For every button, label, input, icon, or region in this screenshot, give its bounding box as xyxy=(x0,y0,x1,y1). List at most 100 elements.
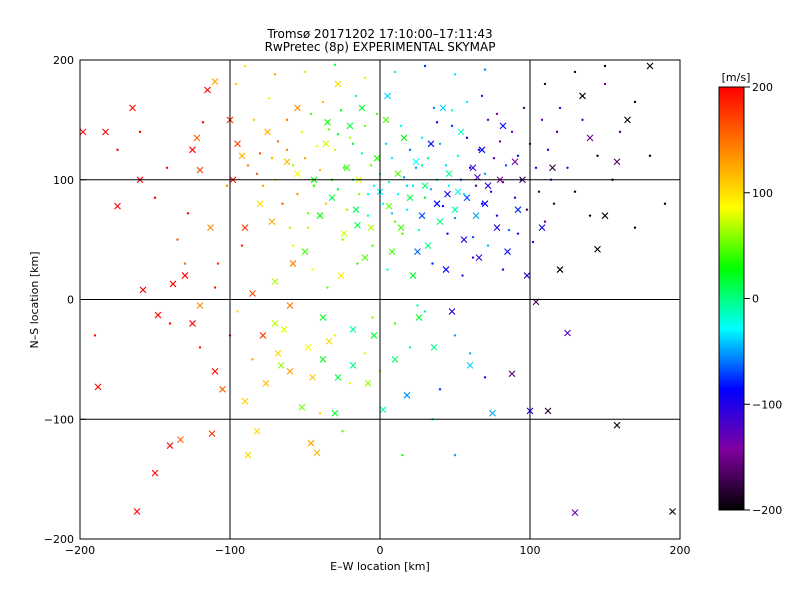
data-point-dot xyxy=(306,226,310,229)
data-point-cross xyxy=(346,122,354,130)
data-point-cross xyxy=(409,272,417,279)
data-point-dot xyxy=(516,232,520,235)
data-point-dot xyxy=(423,196,427,199)
data-point-cross xyxy=(262,379,270,387)
data-point-dot xyxy=(573,70,577,74)
data-point-dot xyxy=(288,226,292,229)
data-point-dot xyxy=(423,64,427,68)
data-point-dot xyxy=(408,346,412,349)
data-point-cross xyxy=(196,166,204,174)
colorbar xyxy=(718,86,745,511)
data-point-dot xyxy=(423,310,427,313)
data-point-dot xyxy=(348,136,352,140)
data-point-dot xyxy=(447,184,451,187)
data-point-dot xyxy=(176,238,179,241)
data-point-dot xyxy=(234,82,238,86)
data-point-dot xyxy=(417,228,421,232)
data-point-dot xyxy=(581,118,584,122)
data-point-cross xyxy=(384,92,391,100)
data-point-cross xyxy=(211,78,219,85)
data-point-cross xyxy=(277,361,285,369)
data-point-dot xyxy=(321,100,325,104)
data-point-dot xyxy=(471,256,475,259)
data-point-cross xyxy=(316,212,324,220)
data-point-dot xyxy=(399,124,403,128)
data-point-cross xyxy=(388,248,396,255)
data-point-dot xyxy=(420,136,424,140)
data-point-cross xyxy=(319,314,327,321)
data-point-cross xyxy=(324,118,331,126)
data-point-dot xyxy=(480,94,484,98)
data-point-dot xyxy=(498,140,502,143)
data-point-dot xyxy=(465,136,469,140)
data-point-dot xyxy=(341,430,344,433)
data-point-cross xyxy=(397,224,405,232)
data-point-cross xyxy=(394,170,402,178)
y-tick-label: −200 xyxy=(44,533,74,546)
data-point-dot xyxy=(311,268,314,271)
data-point-dot xyxy=(396,192,400,196)
data-point-dot xyxy=(386,268,389,271)
data-point-dot xyxy=(363,76,367,80)
data-point-dot xyxy=(333,63,337,66)
data-point-dot xyxy=(531,240,535,244)
data-point-cross xyxy=(586,134,594,142)
data-point-cross xyxy=(493,224,501,232)
data-point-cross xyxy=(373,154,381,162)
data-point-cross xyxy=(414,248,421,255)
data-point-cross xyxy=(271,278,279,285)
data-point-dot xyxy=(420,164,424,167)
data-point-cross xyxy=(481,200,489,208)
data-point-cross xyxy=(436,218,444,226)
data-point-cross xyxy=(669,508,676,515)
data-point-cross xyxy=(241,224,249,232)
data-point-dot xyxy=(348,382,352,385)
data-point-dot xyxy=(393,322,397,325)
data-point-dot xyxy=(483,376,487,379)
data-point-dot xyxy=(354,94,358,98)
data-point-dot xyxy=(492,156,496,160)
data-point-dot xyxy=(183,262,187,265)
data-point-cross xyxy=(508,370,516,378)
data-point-dot xyxy=(236,310,239,313)
data-point-dot xyxy=(633,100,637,104)
data-point-dot xyxy=(267,97,271,100)
data-point-cross xyxy=(613,421,621,429)
scatter-points xyxy=(79,62,676,517)
data-point-cross xyxy=(102,128,109,136)
data-point-dot xyxy=(416,304,419,307)
colorbar-label: [m/s] xyxy=(722,71,751,84)
data-point-cross xyxy=(499,122,507,130)
data-point-dot xyxy=(291,244,295,247)
data-point-cross xyxy=(379,406,387,414)
data-point-dot xyxy=(566,166,569,169)
data-point-dot xyxy=(116,148,119,152)
data-point-cross xyxy=(334,373,342,381)
data-point-cross xyxy=(358,104,366,112)
data-point-cross xyxy=(189,320,196,327)
data-point-dot xyxy=(345,208,349,211)
data-point-cross xyxy=(289,260,297,267)
data-point-cross xyxy=(253,427,261,435)
data-point-dot xyxy=(408,148,412,152)
data-point-cross xyxy=(181,272,189,279)
data-point-cross xyxy=(349,326,357,333)
data-point-dot xyxy=(618,130,622,134)
data-point-cross xyxy=(337,272,345,279)
data-point-dot xyxy=(390,212,394,215)
data-point-cross xyxy=(478,146,486,154)
data-point-cross xyxy=(418,212,426,220)
data-point-cross xyxy=(646,62,654,70)
data-point-dot xyxy=(273,73,277,76)
data-point-cross xyxy=(208,430,216,438)
data-point-dot xyxy=(153,196,157,199)
data-point-cross xyxy=(349,361,357,369)
data-point-cross xyxy=(268,218,276,226)
data-point-dot xyxy=(507,228,511,232)
data-point-dot xyxy=(501,268,505,271)
data-point-cross xyxy=(328,194,336,202)
data-point-cross xyxy=(166,442,174,449)
data-point-dot xyxy=(341,238,344,241)
data-point-dot xyxy=(468,352,472,355)
data-point-dot xyxy=(303,70,307,74)
